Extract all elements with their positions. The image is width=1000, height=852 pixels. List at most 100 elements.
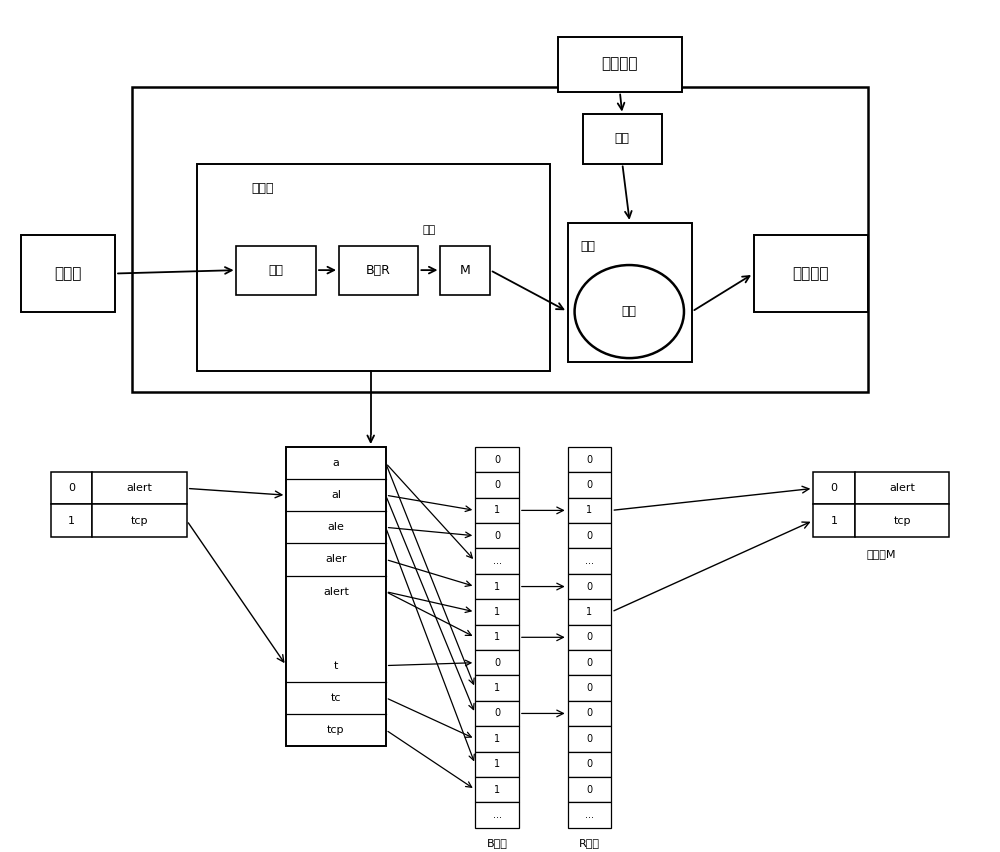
Bar bbox=[475, 447, 519, 472]
Text: 0: 0 bbox=[494, 455, 500, 464]
Text: ale: ale bbox=[327, 522, 344, 532]
Bar bbox=[339, 245, 418, 295]
Bar bbox=[132, 88, 868, 392]
Text: 散列: 散列 bbox=[269, 263, 284, 277]
Text: al: al bbox=[331, 490, 341, 500]
Text: 1: 1 bbox=[494, 582, 500, 591]
Bar bbox=[197, 164, 550, 371]
Text: 0: 0 bbox=[831, 483, 838, 493]
Bar bbox=[92, 472, 187, 504]
Text: R向量: R向量 bbox=[579, 838, 600, 848]
Bar bbox=[51, 504, 92, 537]
Text: 预处理: 预处理 bbox=[251, 182, 274, 195]
Text: 0: 0 bbox=[586, 455, 593, 464]
Text: 0: 0 bbox=[586, 785, 593, 795]
Text: aler: aler bbox=[325, 555, 347, 565]
Text: 0: 0 bbox=[494, 658, 500, 668]
Text: 0: 0 bbox=[586, 683, 593, 693]
Bar bbox=[568, 222, 692, 362]
Bar bbox=[855, 504, 949, 537]
Text: ...: ... bbox=[493, 556, 502, 567]
Bar bbox=[855, 472, 949, 504]
Text: 1: 1 bbox=[494, 785, 500, 795]
Text: 0: 0 bbox=[586, 632, 593, 642]
Text: 1: 1 bbox=[586, 505, 593, 515]
Bar bbox=[440, 245, 490, 295]
Text: tc: tc bbox=[331, 693, 341, 703]
Bar bbox=[475, 549, 519, 574]
Text: 0: 0 bbox=[494, 709, 500, 718]
Bar bbox=[568, 472, 611, 498]
Text: alert: alert bbox=[127, 483, 152, 493]
Bar bbox=[754, 235, 868, 312]
Bar bbox=[568, 700, 611, 726]
Bar bbox=[475, 726, 519, 751]
Text: 1: 1 bbox=[831, 515, 838, 526]
Bar bbox=[568, 498, 611, 523]
Text: 0: 0 bbox=[586, 658, 593, 668]
Text: 匹配: 匹配 bbox=[581, 239, 596, 253]
Text: 0: 0 bbox=[586, 759, 593, 769]
Text: tcp: tcp bbox=[894, 515, 911, 526]
Text: 判定: 判定 bbox=[622, 305, 637, 318]
Bar bbox=[568, 676, 611, 700]
Bar bbox=[475, 803, 519, 827]
Bar bbox=[568, 574, 611, 599]
Bar bbox=[475, 625, 519, 650]
Text: 0: 0 bbox=[586, 734, 593, 744]
Bar bbox=[568, 650, 611, 676]
Bar bbox=[92, 504, 187, 537]
Text: 0: 0 bbox=[586, 582, 593, 591]
Text: 排序: 排序 bbox=[423, 226, 436, 235]
Bar bbox=[475, 700, 519, 726]
Ellipse shape bbox=[575, 265, 684, 358]
Text: ...: ... bbox=[493, 810, 502, 820]
Bar bbox=[475, 498, 519, 523]
Text: 散列表M: 散列表M bbox=[867, 549, 896, 559]
Bar bbox=[21, 235, 115, 312]
Text: 1: 1 bbox=[494, 505, 500, 515]
Text: 1: 1 bbox=[68, 515, 75, 526]
Bar bbox=[236, 245, 316, 295]
Bar bbox=[475, 523, 519, 549]
Bar bbox=[51, 472, 92, 504]
Text: ...: ... bbox=[585, 556, 594, 567]
Text: 0: 0 bbox=[586, 531, 593, 541]
Bar bbox=[568, 447, 611, 472]
Text: B向量: B向量 bbox=[487, 838, 507, 848]
Text: 0: 0 bbox=[494, 531, 500, 541]
Text: B、R: B、R bbox=[366, 263, 391, 277]
Bar bbox=[813, 504, 855, 537]
Text: 0: 0 bbox=[494, 480, 500, 490]
Text: t: t bbox=[334, 660, 338, 671]
Bar bbox=[286, 447, 386, 746]
Bar bbox=[558, 37, 682, 92]
Text: 0: 0 bbox=[68, 483, 75, 493]
Bar bbox=[568, 777, 611, 803]
Text: 0: 0 bbox=[586, 480, 593, 490]
Bar bbox=[568, 726, 611, 751]
Bar bbox=[568, 751, 611, 777]
Text: 0: 0 bbox=[586, 709, 593, 718]
Bar bbox=[475, 472, 519, 498]
Bar bbox=[568, 599, 611, 625]
Text: 1: 1 bbox=[494, 759, 500, 769]
Bar bbox=[568, 625, 611, 650]
Bar bbox=[583, 114, 662, 164]
Bar bbox=[568, 523, 611, 549]
Text: 1: 1 bbox=[494, 632, 500, 642]
Text: 1: 1 bbox=[494, 683, 500, 693]
Bar bbox=[475, 574, 519, 599]
Text: 解码数据: 解码数据 bbox=[602, 56, 638, 72]
Text: alert: alert bbox=[323, 587, 349, 596]
Bar bbox=[813, 472, 855, 504]
Bar bbox=[475, 777, 519, 803]
Text: 模式串: 模式串 bbox=[54, 266, 82, 281]
Text: M: M bbox=[460, 263, 471, 277]
Text: alert: alert bbox=[889, 483, 915, 493]
Text: 匹配结果: 匹配结果 bbox=[793, 266, 829, 281]
Text: 1: 1 bbox=[494, 734, 500, 744]
Text: tcp: tcp bbox=[327, 725, 345, 735]
Bar bbox=[475, 676, 519, 700]
Text: 1: 1 bbox=[494, 607, 500, 617]
